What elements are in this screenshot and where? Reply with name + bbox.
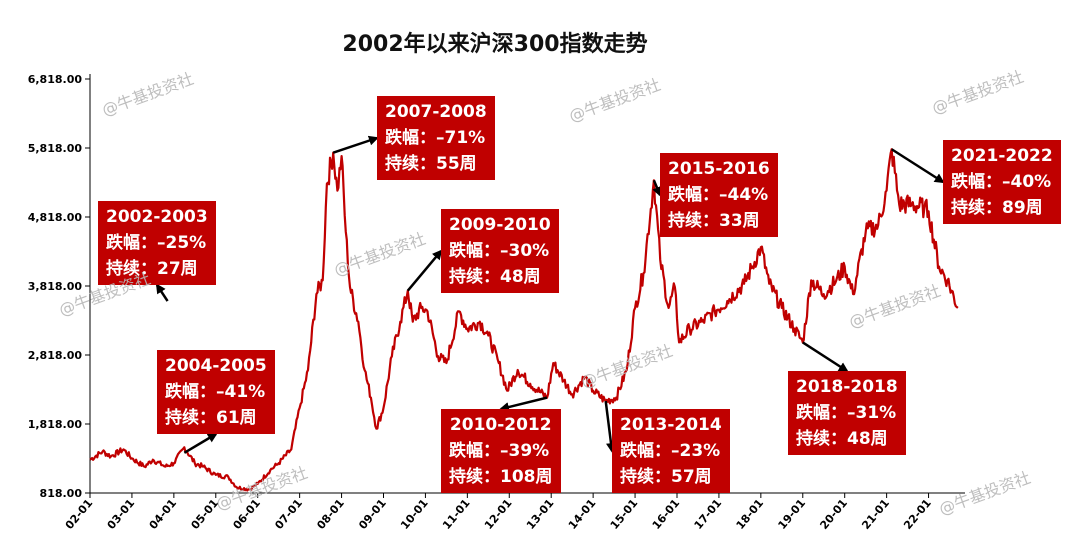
- x-tick-label: 04-01: [147, 497, 180, 532]
- annotation-box-2013-2014: 2013-2014 跌幅：–23% 持续：57周: [612, 409, 730, 493]
- annotation-box-2010-2012: 2010-2012 跌幅：–39% 持续：108周: [441, 409, 561, 493]
- annotation-duration: 持续：89周: [951, 198, 1043, 218]
- annotation-arrow: [802, 341, 849, 373]
- annotation-period: 2007-2008: [385, 102, 487, 122]
- annotation-arrow: [332, 135, 379, 154]
- annotation-arrow: [155, 283, 169, 302]
- annotation-duration: 持续：48周: [449, 267, 541, 287]
- annotation-drop: 跌幅：–40%: [951, 172, 1052, 192]
- x-tick-label: 19-01: [775, 497, 808, 532]
- x-tick-label: 21-01: [859, 497, 892, 532]
- annotation-arrow: [604, 400, 616, 453]
- annotation-drop: 跌幅：–23%: [620, 441, 721, 461]
- x-tick-label: 10-01: [398, 497, 431, 532]
- annotation-duration: 持续：27周: [106, 259, 198, 279]
- annotation-drop: 跌幅：–71%: [385, 128, 486, 148]
- x-tick-label: 11-01: [440, 497, 473, 532]
- annotation-drop: 跌幅：–25%: [106, 233, 207, 253]
- annotation-box-2015-2016: 2015-2016 跌幅：–44% 持续：33周: [660, 153, 778, 237]
- y-tick-label: 3,818.00: [28, 280, 83, 293]
- series-line-csi300: [89, 148, 959, 492]
- annotation-duration: 持续：48周: [796, 429, 888, 449]
- x-tick-label: 12-01: [482, 497, 515, 532]
- chart-title: 2002年以来沪深300指数走势: [342, 32, 648, 57]
- x-tick-label: 13-01: [524, 497, 557, 532]
- annotation-period: 2009-2010: [449, 215, 551, 235]
- x-tick-label: 20-01: [817, 497, 850, 532]
- annotation-box-2007-2008: 2007-2008 跌幅：–71% 持续：55周: [377, 96, 495, 180]
- x-tick-label: 18-01: [734, 497, 767, 532]
- y-tick-label: 4,818.00: [28, 211, 83, 224]
- y-tick-label: 1,818.00: [28, 418, 83, 431]
- x-tick-label: 16-01: [650, 497, 683, 532]
- annotation-period: 2002-2003: [106, 207, 208, 227]
- x-tick-label: 03-01: [105, 497, 138, 532]
- annotation-box-2018-2018: 2018-2018 跌幅：–31% 持续：48周: [788, 371, 906, 455]
- x-tick-label: 17-01: [692, 497, 725, 532]
- x-tick-label: 08-01: [314, 497, 347, 532]
- y-tick-label: 5,818.00: [28, 142, 83, 155]
- annotation-arrow: [183, 432, 218, 454]
- annotation-box-2009-2010: 2009-2010 跌幅：–30% 持续：48周: [441, 209, 559, 293]
- annotation-arrow: [652, 179, 662, 197]
- annotation-box-2021-2022: 2021-2022 跌幅：–40% 持续：89周: [943, 140, 1061, 224]
- x-tick-label: 02-01: [63, 497, 96, 532]
- y-tick-label: 6,818.00: [28, 73, 83, 86]
- annotation-period: 2010-2012: [449, 415, 552, 435]
- annotation-drop: 跌幅：–39%: [449, 441, 550, 461]
- annotation-period: 2015-2016: [668, 159, 770, 179]
- annotation-period: 2013-2014: [620, 415, 722, 435]
- annotation-duration: 持续：61周: [165, 408, 257, 428]
- annotation-box-2002-2003: 2002-2003 跌幅：–25% 持续：27周: [98, 201, 216, 285]
- annotation-period: 2004-2005: [165, 356, 267, 376]
- y-tick-label: 2,818.00: [28, 349, 83, 362]
- x-tick-label: 09-01: [356, 497, 389, 532]
- annotation-drop: 跌幅：–44%: [668, 185, 769, 205]
- annotation-duration: 持续：55周: [385, 154, 477, 174]
- annotation-period: 2018-2018: [796, 377, 898, 397]
- annotation-drop: 跌幅：–30%: [449, 241, 550, 261]
- annotation-box-2004-2005: 2004-2005 跌幅：–41% 持续：61周: [157, 350, 275, 434]
- x-tick-label: 15-01: [608, 497, 641, 532]
- x-tick-label: 07-01: [272, 497, 305, 532]
- annotation-duration: 持续：108周: [449, 467, 553, 487]
- x-tick-label: 22-01: [901, 497, 934, 532]
- annotation-duration: 持续：33周: [668, 211, 760, 231]
- annotation-arrow: [890, 148, 945, 184]
- x-tick-label: 14-01: [566, 497, 599, 532]
- annotation-arrow: [499, 396, 548, 412]
- annotation-period: 2021-2022: [951, 146, 1053, 166]
- annotation-arrow: [406, 249, 443, 292]
- y-tick-label: 818.00: [40, 487, 83, 500]
- annotation-drop: 跌幅：–31%: [796, 403, 897, 423]
- annotation-drop: 跌幅：–41%: [165, 382, 266, 402]
- annotation-duration: 持续：57周: [620, 467, 712, 487]
